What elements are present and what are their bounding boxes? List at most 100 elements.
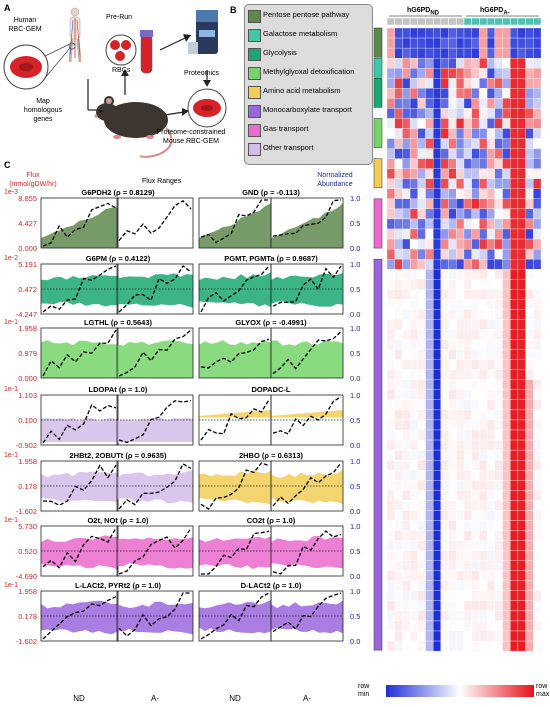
heatmap-cell xyxy=(402,480,411,491)
heatmap-cell xyxy=(502,550,511,561)
heatmap-cell xyxy=(479,47,488,59)
heatmap-cell xyxy=(417,470,426,481)
heatmap-cell xyxy=(433,449,442,461)
heatmap-cell xyxy=(402,208,411,220)
heatmap-cell xyxy=(486,319,495,330)
heatmap-cell xyxy=(394,480,403,491)
heatmap-cell xyxy=(402,510,411,521)
heatmap-cell xyxy=(502,339,511,350)
heatmap-cell xyxy=(402,319,411,330)
heatmap-cell xyxy=(517,37,526,49)
heatmap-cell xyxy=(502,68,511,79)
plot-frame xyxy=(116,197,194,249)
heatmap-cell xyxy=(425,359,434,370)
heatmap-cell xyxy=(394,279,403,290)
heatmap-cell xyxy=(409,620,418,632)
heatmap-cell xyxy=(456,248,465,260)
heatmap-cell xyxy=(494,490,503,501)
heatmap-cell xyxy=(417,439,426,451)
heatmap-cell xyxy=(402,369,411,380)
heatmap-cell xyxy=(502,238,511,250)
heatmap-cell xyxy=(486,248,495,260)
heatmap-cell xyxy=(425,68,434,79)
heatmap-cell xyxy=(525,118,534,129)
heatmap-cell xyxy=(409,329,418,340)
heatmap-cell xyxy=(425,379,434,390)
heatmap-cell xyxy=(394,299,403,310)
heatmap-cell xyxy=(494,78,503,89)
heatmap-cell xyxy=(471,429,480,441)
heatmap-cell xyxy=(394,258,403,270)
heatmap-cell xyxy=(456,309,465,320)
heatmap-cell xyxy=(409,449,418,461)
heatmap-cell xyxy=(425,178,434,189)
heatmap-cell xyxy=(533,359,542,370)
heatmap-cell xyxy=(440,500,449,511)
heatmap-cell xyxy=(525,27,534,39)
heatmap-cell xyxy=(510,500,519,511)
heatmap-cell xyxy=(471,419,480,431)
heatmap-cell xyxy=(471,620,480,632)
heatmap-cell xyxy=(448,208,457,220)
heatmap-cell xyxy=(386,419,395,431)
heatmap-cell xyxy=(386,128,395,139)
heatmap-cell xyxy=(409,580,418,591)
heatmap-cell xyxy=(440,319,449,330)
heatmap-cell xyxy=(456,530,465,541)
heatmap-cell xyxy=(448,339,457,350)
group-header-cell xyxy=(417,17,426,26)
legend-item: Amino acid metabolism xyxy=(248,85,370,99)
heatmap-cell xyxy=(463,590,472,601)
heatmap-cell xyxy=(440,78,449,89)
heatmap-cell xyxy=(525,610,534,622)
heatmap-cell xyxy=(394,78,403,89)
heatmap-cell xyxy=(471,359,480,370)
heatmap-cell xyxy=(502,289,511,300)
heatmap-cell xyxy=(409,429,418,441)
heatmap-cell xyxy=(417,349,426,360)
heatmap-cell xyxy=(494,369,503,380)
heatmap-cell xyxy=(409,480,418,491)
heatmap-cell xyxy=(425,349,434,360)
heatmap-cell xyxy=(409,218,418,230)
flux-tick-label: 5.191 xyxy=(18,260,37,269)
heatmap-cell xyxy=(433,490,442,501)
heatmap-cell xyxy=(440,399,449,411)
heatmap-cell xyxy=(479,379,488,390)
heatmap-cell xyxy=(402,399,411,411)
heatmap-cell xyxy=(386,570,395,581)
heatmap-cell xyxy=(502,329,511,340)
heatmap-cell xyxy=(409,27,418,39)
heatmap-cell xyxy=(386,138,395,149)
heatmap-cell xyxy=(433,530,442,541)
heatmap-cell xyxy=(525,530,534,541)
heatmap-cell xyxy=(386,27,395,39)
heatmap-cell xyxy=(425,128,434,139)
heatmap-cell xyxy=(494,88,503,99)
heatmap-cell xyxy=(409,630,418,642)
heatmap-cell xyxy=(486,299,495,310)
heatmap-cell xyxy=(433,158,442,169)
heatmap-cell xyxy=(502,138,511,149)
axis-exponent: 1e-1 xyxy=(4,386,18,393)
heatmap-cell xyxy=(479,58,488,69)
heatmap-cell xyxy=(502,490,511,501)
heatmap-cell xyxy=(402,640,411,652)
heatmap-cell xyxy=(386,258,395,270)
heatmap-cell xyxy=(456,520,465,531)
abundance-tick-label: 0.0 xyxy=(350,637,360,646)
heatmap-cell xyxy=(463,530,472,541)
abundance-tick-label: 0.5 xyxy=(350,349,360,358)
heatmap-cell xyxy=(502,610,511,622)
heatmap-cell xyxy=(456,490,465,501)
heatmap-cell xyxy=(440,279,449,290)
heatmap-cell xyxy=(394,58,403,69)
heatmap-cell xyxy=(409,500,418,511)
group-header-cell xyxy=(409,17,419,26)
heatmap-cell xyxy=(510,349,519,360)
heatmap-cell xyxy=(402,429,411,441)
heatmap-cell xyxy=(456,188,465,200)
human-gem-label: Human RBC-GEM xyxy=(8,17,42,33)
heatmap-cell xyxy=(394,349,403,360)
heatmap-cell xyxy=(440,37,449,49)
